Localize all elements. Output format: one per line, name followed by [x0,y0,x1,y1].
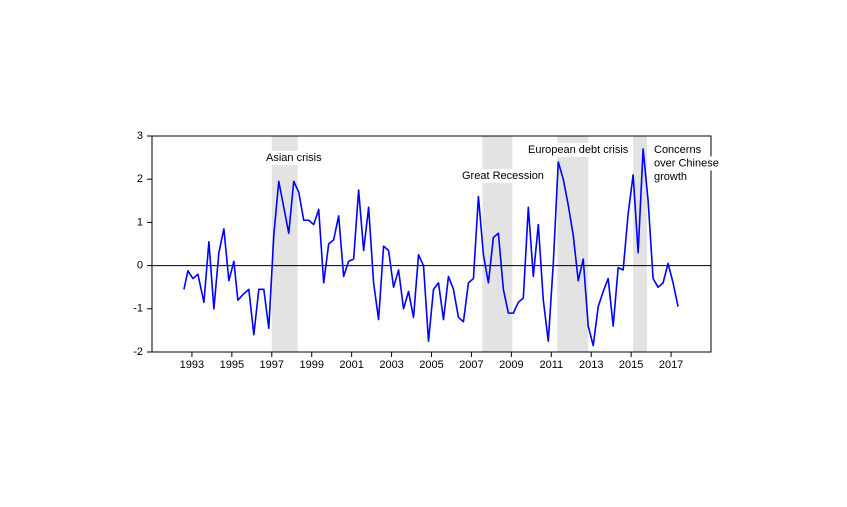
y-tick-label: 2 [137,173,143,185]
annotation-bg [652,156,721,171]
y-tick-label: 3 [137,130,143,142]
annotation: European debt crisis [528,144,629,156]
x-tick-label: 2005 [419,359,443,371]
x-tick-label: 2011 [539,359,563,371]
y-tick-label: 0 [137,260,143,272]
shaded-region [633,136,648,352]
x-tick-label: 2009 [499,359,523,371]
x-tick-label: 2013 [579,359,603,371]
x-tick-label: 1999 [299,359,323,371]
x-tick-label: 2003 [379,359,403,371]
annotation-bg [526,142,631,157]
x-tick-label: 2001 [339,359,363,371]
annotation: Asian crisis [266,152,322,164]
x-tick-label: 2015 [619,359,643,371]
annotation: over Chinese [654,157,719,169]
x-tick-label: 1995 [220,359,244,371]
y-tick-label: -2 [133,346,143,358]
annotation: Concerns [654,144,702,156]
plot-frame [151,135,712,353]
x-tick-label: 2017 [659,359,683,371]
x-tick-label: 1993 [180,359,204,371]
annotation-bg [264,150,325,165]
annotation: growth [654,171,687,183]
shaded-region [271,136,298,352]
shaded-region [557,136,589,352]
x-tick-label: 1997 [260,359,284,371]
annotation: Great Recession [462,170,544,182]
y-tick-label: -1 [133,303,143,315]
x-tick-label: 2007 [459,359,483,371]
y-tick-label: 1 [137,216,143,228]
data-line [183,148,679,347]
annotation-bg [460,168,546,183]
annotation-bg [652,169,690,184]
shaded-region [482,136,513,352]
annotation-bg [652,142,704,157]
